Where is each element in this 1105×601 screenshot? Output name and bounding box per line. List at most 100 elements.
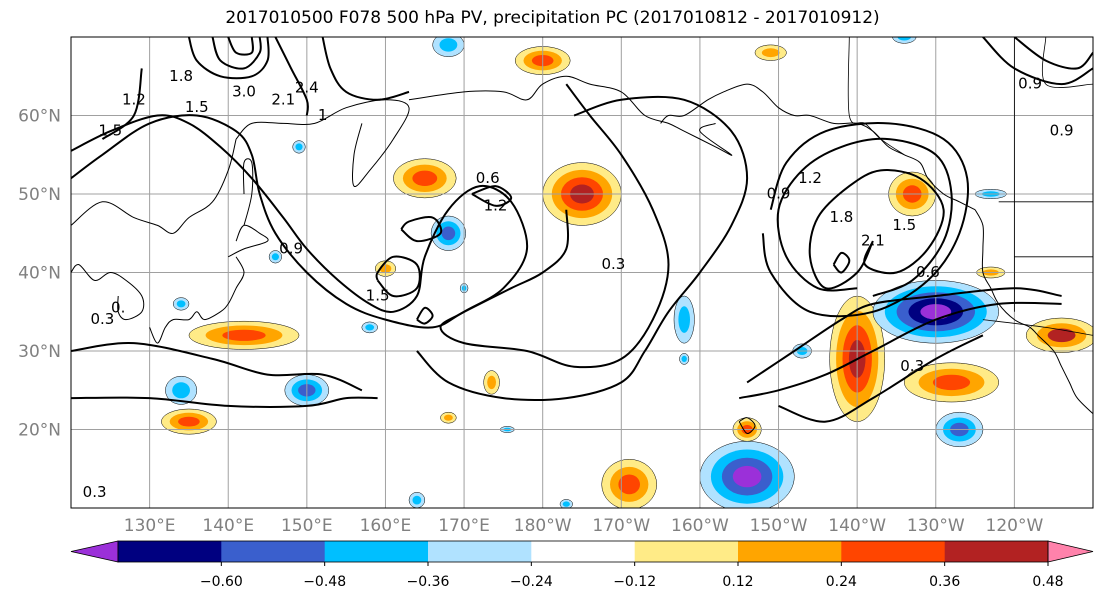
pv-contour-label: 1.5 bbox=[366, 287, 390, 305]
pv-contour-labels-layer: 1.2 1.5 1.8 3.0 2.1 2.4 1.5 1 0.6 1.2 0.9 1.5 0.3 0. 0… bbox=[83, 67, 1074, 501]
positive-precip-anomaly bbox=[222, 329, 266, 341]
pv-contour-label: 3.0 bbox=[232, 82, 256, 100]
pv-contour-label: 1.2 bbox=[484, 196, 508, 214]
pv-contour-label: 1.2 bbox=[798, 169, 822, 187]
pv-contour-label: 1.5 bbox=[892, 216, 916, 234]
longitude-tick-label: 140°E bbox=[202, 516, 254, 536]
positive-precip-anomaly bbox=[618, 474, 640, 495]
latitude-tick-label: 20°N bbox=[18, 421, 61, 441]
longitude-tick-label: 130°W bbox=[907, 516, 965, 536]
colorbar-tick-label: −0.60 bbox=[200, 574, 243, 590]
pv-contour-label: 2.4 bbox=[295, 79, 319, 97]
longitude-tick-label: 160°E bbox=[360, 516, 412, 536]
colorbar-segment bbox=[738, 541, 842, 562]
colorbar-segment bbox=[118, 541, 222, 562]
longitude-tick-label: 150°E bbox=[281, 516, 333, 536]
colorbar-segment bbox=[324, 541, 429, 562]
negative-precip-anomaly bbox=[439, 38, 458, 52]
latitude-tick-label: 40°N bbox=[18, 264, 61, 284]
longitude-tick-label: 130°E bbox=[124, 516, 176, 536]
negative-precip-anomaly bbox=[681, 355, 687, 362]
negative-precip-anomaly bbox=[562, 501, 570, 507]
pv-contour-label: 1.8 bbox=[169, 67, 193, 85]
longitude-tick-label: 150°W bbox=[750, 516, 808, 536]
colorbar-tick-label: −0.24 bbox=[510, 574, 553, 590]
pv-contour-label: 2.1 bbox=[861, 232, 885, 250]
longitude-axis: 130°E 140°E 150°E 160°E 170°E 180°W 170°W 160°W… bbox=[124, 516, 1044, 536]
longitude-tick-label: 160°W bbox=[671, 516, 729, 536]
negative-precip-anomaly bbox=[897, 37, 911, 41]
colorbar-tick-label: 0.36 bbox=[929, 574, 960, 590]
pv-contour-label: 1.5 bbox=[185, 98, 209, 116]
map-frame bbox=[70, 36, 1094, 509]
coastline bbox=[71, 138, 237, 234]
latitude-tick-label: 30°N bbox=[18, 342, 61, 362]
pv-contour-line bbox=[746, 287, 1062, 384]
latitude-tick-label: 60°N bbox=[18, 107, 61, 127]
coastline bbox=[974, 209, 1093, 415]
pv-contour-line bbox=[400, 216, 443, 243]
pv-contour-line bbox=[71, 83, 670, 369]
pv-contour-label: 1.2 bbox=[122, 90, 146, 108]
negative-precip-anomaly bbox=[441, 226, 456, 241]
colorbar: −0.60 −0.48 −0.36 −0.24 −0.12 0.12 0.24 0.36 0.4… bbox=[70, 540, 1094, 590]
negative-precip-anomaly bbox=[412, 495, 422, 505]
negative-precip-anomaly bbox=[176, 300, 186, 308]
positive-precip-anomaly bbox=[487, 375, 496, 390]
pv-contour-label: 0.6 bbox=[916, 263, 940, 281]
colorbar-segment bbox=[944, 541, 1049, 562]
longitude-tick-label: 120°W bbox=[986, 516, 1044, 536]
pv-contour-label: 1.8 bbox=[829, 208, 853, 226]
borders-layer bbox=[847, 37, 1093, 336]
pv-contour-label: 0.3 bbox=[601, 255, 625, 273]
colorbar-tick-label: 0.24 bbox=[826, 574, 857, 590]
pv-contour-label: 0.9 bbox=[1050, 122, 1074, 140]
negative-precip-anomaly bbox=[365, 324, 375, 331]
map-plot-area: 1.2 1.5 1.8 3.0 2.1 2.4 1.5 1 0.6 1.2 0.9 1.5 0.3 0. 0… bbox=[71, 37, 1093, 508]
pv-contour-line bbox=[416, 306, 434, 325]
pv-contour-label: 0.6 bbox=[476, 169, 500, 187]
pv-contour-label: 0. bbox=[111, 298, 125, 316]
figure-title: 2017010500 F078 500 hPa PV, precipitatio… bbox=[225, 8, 880, 28]
negative-precip-anomaly bbox=[172, 382, 191, 399]
colorbar-extend-low bbox=[70, 540, 119, 563]
pv-contour-line bbox=[808, 169, 945, 290]
positive-precip-anomaly bbox=[178, 416, 200, 427]
latitude-tick-label: 50°N bbox=[18, 185, 61, 205]
latitude-axis: 60°N 50°N 40°N 30°N 20°N bbox=[18, 107, 61, 441]
longitude-tick-label: 170°W bbox=[592, 516, 650, 536]
political-border bbox=[1041, 37, 1093, 88]
negative-precip-anomaly bbox=[732, 465, 762, 488]
colorbar-tick-label: 0.48 bbox=[1032, 574, 1063, 590]
colorbar-tick-label: −0.48 bbox=[303, 574, 346, 590]
pv-contour-line bbox=[274, 37, 309, 116]
pv-contour-line bbox=[227, 37, 254, 56]
pv-contours-layer bbox=[71, 37, 1093, 423]
pv-contour-label: 0.9 bbox=[767, 185, 791, 203]
pv-contour-line bbox=[832, 251, 851, 274]
pv-contour-line bbox=[211, 37, 262, 70]
colorbar-tick-label: −0.12 bbox=[613, 574, 656, 590]
pv-contour-line bbox=[71, 341, 363, 392]
colorbar-extend-high bbox=[1047, 540, 1094, 563]
negative-precip-anomaly bbox=[271, 253, 279, 261]
pv-contour-line bbox=[416, 95, 749, 402]
colorbar-tick-label: −0.36 bbox=[407, 574, 450, 590]
coastline bbox=[408, 75, 733, 156]
pv-contour-line bbox=[776, 137, 953, 297]
colorbar-segment bbox=[634, 541, 739, 562]
pv-contour-line bbox=[471, 185, 513, 207]
colorbar-tick-label: 0.12 bbox=[722, 574, 753, 590]
positive-precip-anomaly bbox=[412, 170, 438, 186]
colorbar-segment bbox=[428, 541, 532, 562]
longitude-tick-label: 180°W bbox=[514, 516, 572, 536]
longitude-tick-label: 170°E bbox=[438, 516, 490, 536]
colorbar-frame bbox=[117, 540, 1049, 563]
political-border bbox=[982, 319, 1093, 336]
pv-contour-label: 0.9 bbox=[279, 239, 303, 257]
coastline bbox=[227, 224, 269, 258]
pv-contour-line bbox=[71, 396, 378, 408]
colorbar-segment bbox=[531, 541, 636, 562]
pv-contour-label: 1 bbox=[318, 106, 328, 124]
